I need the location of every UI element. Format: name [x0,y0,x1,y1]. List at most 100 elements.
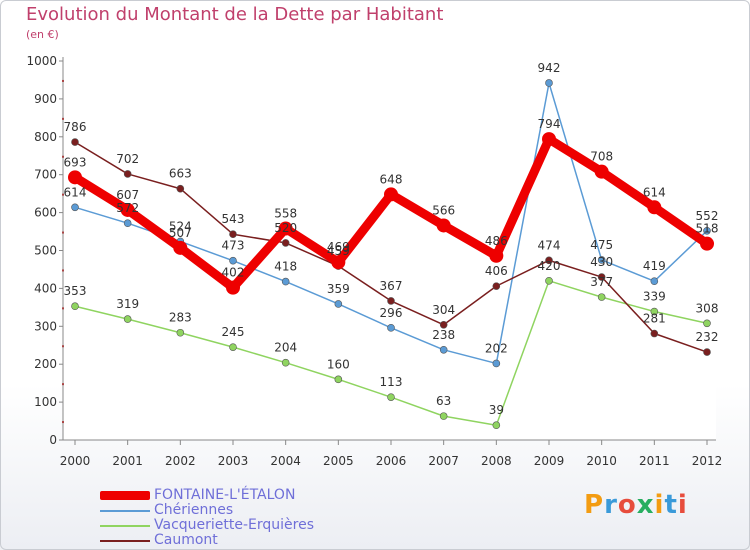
data-label: 367 [380,279,403,293]
x-tick-label: 2000 [60,454,91,468]
y-tick-label: 900 [34,92,57,106]
y-tick-label: 300 [34,319,57,333]
data-point-caumont [703,348,711,356]
data-point-fontaine-l-talon [226,280,240,295]
data-label: 942 [538,61,561,75]
data-label: 473 [222,239,245,253]
data-label: 786 [64,120,87,134]
data-point-vacqueriette-erqui-res [229,343,237,351]
data-point-fontaine-l-talon [120,202,135,217]
data-label: 518 [696,222,719,236]
data-point-caumont [650,329,659,338]
data-label: 238 [432,328,455,342]
data-point-ch-riennes [123,219,132,228]
x-tick-label: 2010 [586,454,617,468]
x-tick-label: 2007 [428,454,459,468]
data-label: 359 [327,282,350,296]
data-point-ch-riennes [439,345,448,354]
y-tick-label: 1000 [26,54,57,68]
data-label: 202 [485,341,508,355]
data-label: 281 [643,312,666,326]
legend-label: Caumont [154,532,218,548]
data-label: 648 [380,172,403,186]
data-label: 319 [116,297,139,311]
data-point-ch-riennes [281,277,290,286]
data-point-ch-riennes [71,203,79,212]
data-point-caumont [387,297,395,305]
x-tick-label: 2005 [323,454,354,468]
logo-letter: r [604,490,618,520]
data-label: 663 [169,167,192,181]
data-point-caumont [229,230,237,239]
data-label: 377 [590,275,613,289]
legend-item: Caumont [100,533,314,548]
y-tick-label: 100 [34,395,57,409]
data-label: 520 [274,221,297,235]
logo-letter: i [654,490,665,520]
data-point-ch-riennes [492,359,501,368]
data-label: 708 [590,150,613,164]
y-tick-label: 600 [34,206,57,220]
data-point-vacqueriette-erqui-res [71,302,79,311]
x-tick-label: 2011 [639,454,670,468]
data-point-ch-riennes [334,300,343,308]
data-label: 39 [489,403,504,417]
data-label: 607 [116,188,139,202]
data-point-vacqueriette-erqui-res [123,315,132,323]
data-label: 304 [432,303,455,317]
logo-letter: i [677,490,688,520]
data-label: 232 [696,330,719,344]
data-label: 693 [64,155,87,169]
data-label: 339 [643,290,666,304]
data-label: 459 [327,244,350,258]
data-label: 794 [538,117,561,131]
data-label: 406 [485,264,508,278]
data-label: 486 [485,234,508,248]
data-point-vacqueriette-erqui-res [387,393,395,401]
data-label: 572 [116,201,139,215]
data-label: 614 [643,185,666,199]
data-label: 353 [64,284,87,298]
legend-label: FONTAINE-L'ÉTALON [154,487,296,503]
data-label: 296 [380,306,403,320]
data-label: 283 [169,311,192,325]
data-point-caumont [597,273,606,281]
y-tick-label: 500 [34,244,57,258]
data-point-caumont [176,184,185,193]
data-label: 566 [432,203,455,217]
data-label: 418 [274,260,297,274]
data-point-caumont [492,282,501,290]
y-tick-label: 800 [34,130,57,144]
plot-area [63,57,716,440]
logo-letter: t [664,490,678,520]
data-point-vacqueriette-erqui-res [439,412,448,420]
data-point-ch-riennes [703,226,711,235]
data-point-vacqueriette-erqui-res [597,293,606,301]
data-label: 543 [222,212,245,226]
data-label: 63 [436,394,451,408]
logo-letter: P [584,490,605,520]
data-point-caumont [545,256,553,265]
data-point-fontaine-l-talon [173,240,188,255]
chart-legend: FONTAINE-L'ÉTALON Chériennes Vacqueriette-… [100,488,314,548]
data-point-vacqueriette-erqui-res [334,375,343,384]
y-tick-label: 700 [34,168,57,182]
data-label: 475 [590,238,613,252]
y-tick-label: 400 [34,281,57,295]
x-tick-label: 2002 [165,454,196,468]
x-tick-label: 2001 [112,454,143,468]
data-label: 419 [643,259,666,273]
data-label: 113 [380,375,403,389]
logo-letter: o [617,490,637,520]
data-label: 245 [222,325,245,339]
data-label: 614 [64,185,87,199]
data-point-vacqueriette-erqui-res [703,319,711,328]
data-point-caumont [281,239,290,247]
data-point-vacqueriette-erqui-res [492,421,501,430]
x-tick-label: 2004 [270,454,301,468]
data-label: 558 [274,207,297,221]
data-label: 507 [169,226,192,240]
data-point-ch-riennes [229,256,237,265]
x-tick-label: 2012 [692,454,723,468]
data-point-caumont [439,320,448,329]
